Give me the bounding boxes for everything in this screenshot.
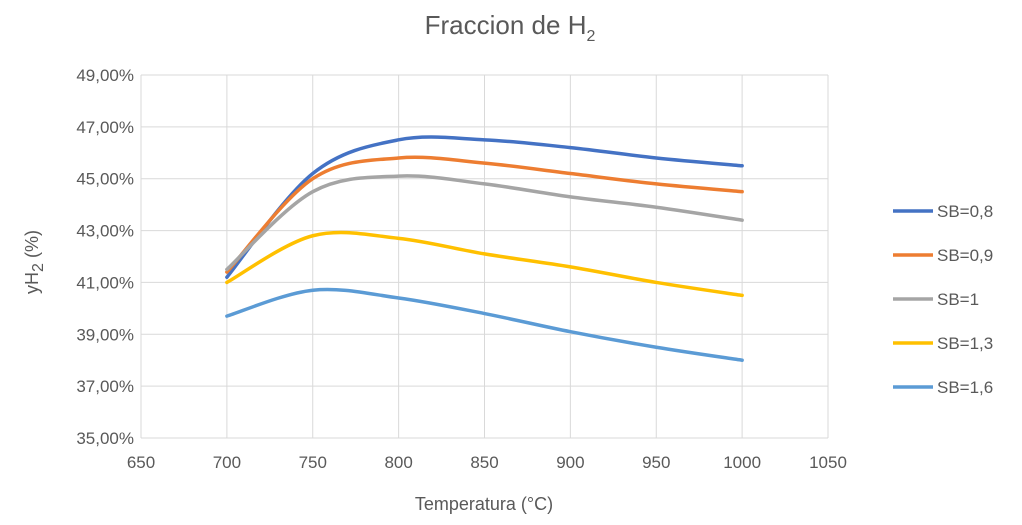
x-tick-label: 1000	[723, 453, 761, 472]
legend-item-label: SB=1,6	[937, 378, 993, 397]
chart-title: Fraccion de H2	[425, 10, 596, 45]
y-tick-label: 35,00%	[76, 429, 134, 448]
series-line	[225, 155, 744, 274]
y-tick-label: 49,00%	[76, 66, 134, 85]
legend-item-label: SB=1,3	[937, 334, 993, 353]
x-tick-label: 950	[642, 453, 670, 472]
y-tick-label: 45,00%	[76, 170, 134, 189]
legend: SB=0,8 SB=0,9 SB=1 SB=1,3 SB=1,6	[893, 202, 993, 397]
x-tick-label: 900	[556, 453, 584, 472]
legend-item-label: SB=0,8	[937, 202, 993, 221]
series-lines	[225, 135, 744, 362]
x-tick-label: 850	[470, 453, 498, 472]
y-tick-label: 39,00%	[76, 325, 134, 344]
series-line	[225, 174, 744, 272]
series-line	[225, 135, 744, 279]
legend-item-label: SB=0,9	[937, 246, 993, 265]
x-tick-label: 700	[213, 453, 241, 472]
x-axis-ticks: 650 700 750 800 850 900 950 1000 1050	[127, 453, 847, 472]
series-line	[225, 287, 744, 362]
y-axis-label: yH2 (%)	[22, 230, 47, 294]
x-tick-label: 650	[127, 453, 155, 472]
y-axis-ticks: 35,00% 37,00% 39,00% 41,00% 43,00% 45,00% 47,0…	[76, 66, 134, 448]
x-tick-label: 1050	[809, 453, 847, 472]
y-tick-label: 43,00%	[76, 222, 134, 241]
legend-item-label: SB=1	[937, 290, 979, 309]
x-axis-label: Temperatura (°C)	[415, 494, 553, 514]
y-tick-label: 37,00%	[76, 377, 134, 396]
y-tick-label: 41,00%	[76, 273, 134, 292]
y-tick-label: 47,00%	[76, 118, 134, 137]
series-line	[225, 230, 744, 298]
x-tick-label: 800	[384, 453, 412, 472]
x-tick-label: 750	[299, 453, 327, 472]
gridlines	[140, 74, 829, 439]
